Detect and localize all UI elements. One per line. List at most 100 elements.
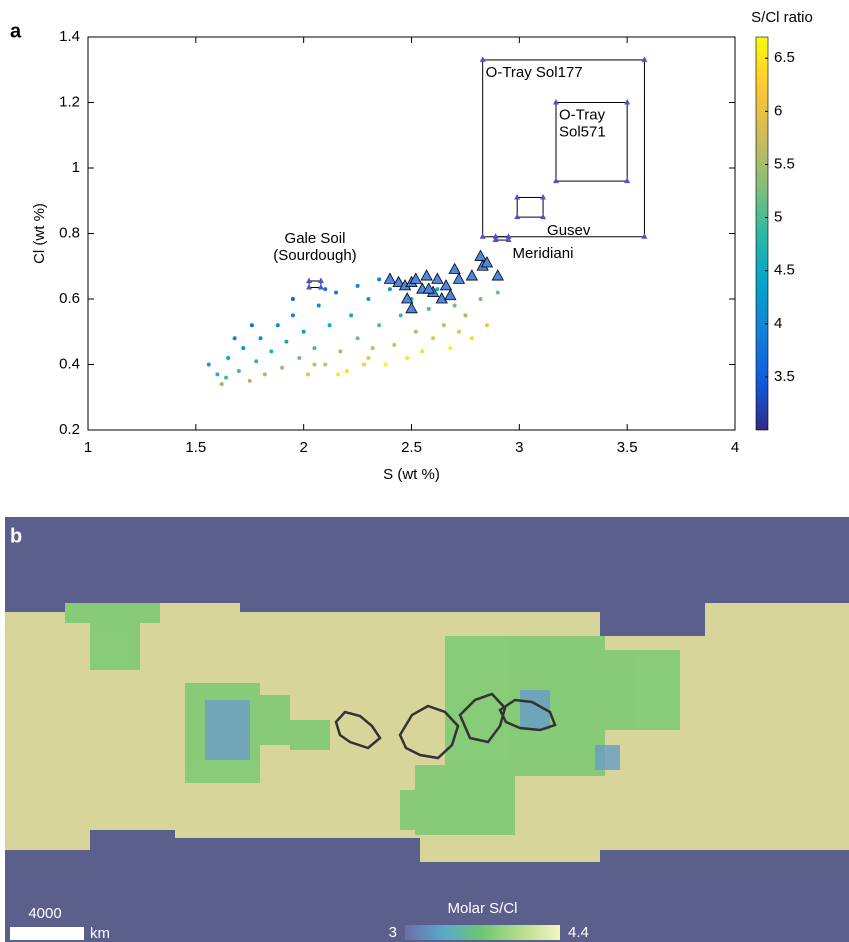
scale-bar <box>10 927 84 940</box>
data-point <box>312 346 317 351</box>
colorbar-tick-label: 5 <box>774 209 782 226</box>
x-tick-label: 1.5 <box>185 439 206 456</box>
data-point <box>362 362 367 367</box>
x-axis-label: S (wt %) <box>383 466 440 483</box>
box-corner <box>514 213 521 220</box>
data-point <box>327 323 332 328</box>
triangle-point <box>405 301 418 314</box>
box-corner <box>505 233 512 239</box>
triangle-point <box>392 275 405 288</box>
data-point <box>463 313 468 318</box>
triangle-point <box>491 269 504 281</box>
colorbar-tick-label: 4.4 <box>568 924 589 941</box>
colorbar-tick-label: 4.5 <box>774 262 795 279</box>
data-point <box>249 323 254 328</box>
triangle-point <box>435 292 448 304</box>
data-point <box>383 362 388 367</box>
x-tick-label: 2.5 <box>401 439 422 456</box>
triangle-point <box>431 272 444 284</box>
data-point <box>316 303 321 308</box>
colorbar-tick-label: 4 <box>774 315 782 332</box>
data-point <box>387 287 392 292</box>
data-point <box>392 342 397 347</box>
colorbar-tick-label: 6.5 <box>774 49 795 66</box>
triangle-point <box>409 272 422 284</box>
data-point <box>366 355 371 360</box>
data-point <box>262 372 267 377</box>
triangle-point <box>474 249 487 261</box>
data-point <box>226 355 231 360</box>
box-corner <box>514 193 521 200</box>
triangle-point <box>444 288 457 301</box>
box-corner <box>317 284 324 290</box>
panel-label: a <box>10 20 22 42</box>
triangle-point <box>465 269 479 281</box>
map-polar <box>5 830 849 942</box>
map-polar <box>5 517 849 636</box>
triangle-point <box>422 282 435 294</box>
box-corner <box>552 99 559 105</box>
box-corner <box>540 193 547 200</box>
data-point <box>305 372 310 377</box>
y-tick-label: 1.2 <box>59 93 80 110</box>
data-point <box>420 349 425 354</box>
data-point <box>377 323 382 328</box>
triangle-point <box>439 279 453 291</box>
data-point <box>426 306 431 311</box>
triangle-point <box>452 272 466 284</box>
data-point <box>405 355 410 360</box>
y-axis-label: Cl (wt %) <box>31 203 48 264</box>
colorbar-tick-label: 6 <box>774 102 782 119</box>
box-corner <box>479 233 486 239</box>
data-point <box>398 313 403 318</box>
box-label: (Sourdough) <box>273 247 356 264</box>
triangle-point <box>420 269 433 281</box>
colorbar-tick-label: 3 <box>389 924 397 941</box>
box-corner <box>479 56 486 62</box>
box-corner <box>540 213 547 220</box>
data-point <box>206 362 211 367</box>
data-point <box>349 313 354 318</box>
colorbar-title: S/Cl ratio <box>751 9 813 26</box>
colorbar <box>405 925 560 940</box>
y-tick-label: 1 <box>72 159 80 176</box>
data-point <box>280 365 285 370</box>
y-tick-label: 0.2 <box>59 421 80 438</box>
box-corner <box>505 236 512 243</box>
data-point <box>338 349 343 354</box>
map-low-patches <box>205 690 620 770</box>
data-point <box>241 346 246 351</box>
data-point <box>236 369 241 374</box>
box-corner <box>492 233 499 239</box>
data-point <box>478 297 483 301</box>
data-point <box>435 287 440 292</box>
data-point <box>336 372 341 377</box>
data-point <box>269 349 274 354</box>
data-point <box>290 297 295 301</box>
box-corner <box>641 56 648 62</box>
data-point <box>254 359 259 364</box>
colorbar-tick-label: 5.5 <box>774 155 795 172</box>
data-point <box>334 290 339 295</box>
box-label: O-Tray Sol177 <box>486 64 583 81</box>
map-outlines <box>334 692 557 760</box>
data-point <box>452 303 457 308</box>
x-tick-label: 2 <box>299 439 307 456</box>
box-corner <box>492 236 499 243</box>
x-tick-label: 4 <box>731 439 739 456</box>
data-point <box>301 329 306 334</box>
data-point <box>224 375 229 380</box>
colorbar-title: Molar S/Cl <box>447 900 517 917</box>
data-point <box>441 323 446 328</box>
triangle-point <box>448 262 461 274</box>
range-box <box>482 59 645 238</box>
data-point <box>323 362 328 367</box>
data-point <box>413 329 418 334</box>
data-point <box>275 323 280 328</box>
triangle-point <box>401 292 414 304</box>
box-corner <box>306 284 313 290</box>
data-point <box>284 339 289 344</box>
x-tick-label: 3.5 <box>617 439 638 456</box>
box-label: O-Tray <box>559 106 606 123</box>
data-point <box>355 283 360 288</box>
